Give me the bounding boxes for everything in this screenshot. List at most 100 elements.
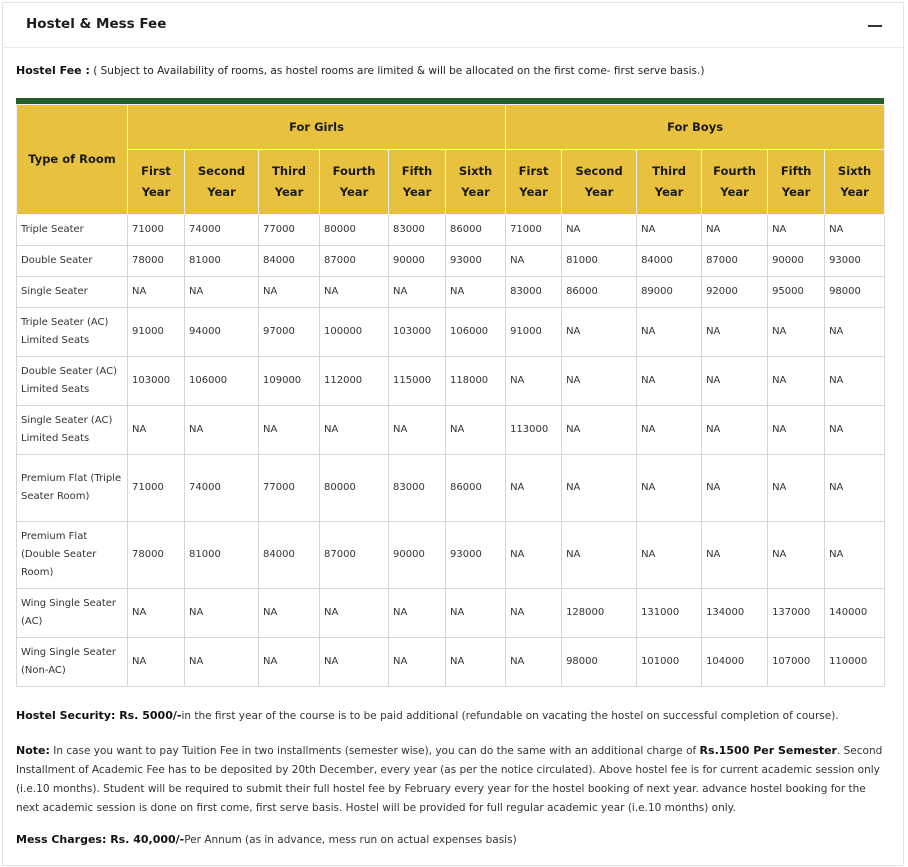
boys-fee-cell: 113000 — [505, 405, 563, 455]
boys-fee-cell: NA — [636, 307, 703, 357]
boys-fee-cell: NA — [561, 356, 638, 406]
boys-fee-cell: 83000 — [505, 276, 563, 308]
boys-fee-cell: 93000 — [824, 245, 886, 277]
boys-fee-cell: NA — [701, 307, 769, 357]
boys-fee-cell: NA — [701, 214, 769, 246]
year-word: Year — [402, 185, 432, 199]
boys-fee-cell: NA — [701, 454, 769, 522]
year-ordinal: First — [141, 164, 171, 178]
boys-fee-cell: 91000 — [505, 307, 563, 357]
table-row: Double Seater (AC) Limited Seats 103000 10… — [16, 356, 886, 406]
girls-fee-cell: 84000 — [258, 521, 320, 589]
boys-fee-cell: NA — [636, 214, 703, 246]
boys-fee-cell: 134000 — [701, 588, 769, 638]
panel-title: Hostel & Mess Fee — [26, 16, 167, 32]
girls-year-header: Fourth Year — [319, 149, 389, 215]
table-top-bar — [16, 98, 884, 104]
boys-fee-cell: NA — [767, 454, 826, 522]
girls-fee-cell: NA — [444, 276, 507, 308]
boys-fee-cell: 84000 — [636, 245, 703, 277]
year-ordinal: Third — [652, 164, 686, 178]
girls-fee-cell: 71000 — [127, 214, 185, 246]
girls-year-header: Third Year — [258, 149, 320, 215]
girls-fee-cell: 93000 — [444, 521, 507, 589]
girls-fee-cell: NA — [388, 637, 446, 687]
girls-fee-cell: NA — [388, 405, 446, 455]
year-word: Year — [584, 185, 614, 199]
table-row: Single Seater NA NA NA NA NA NA 83000 86000 89000… — [16, 276, 886, 308]
room-type-cell: Double Seater (AC) Limited Seats — [16, 356, 128, 406]
boys-fee-cell: NA — [767, 521, 826, 589]
boys-year-header: Fourth Year — [701, 149, 769, 215]
mess-charges-note: Mess Charges: Rs. 40,000/-Per Annum (as … — [16, 830, 886, 850]
table-row: Wing Single Seater (AC) NA NA NA NA NA NA NA 128… — [16, 588, 886, 638]
girls-fee-cell: NA — [388, 276, 446, 308]
girls-fee-cell: NA — [319, 588, 389, 638]
boys-fee-cell: NA — [505, 356, 563, 406]
girls-fee-cell: NA — [184, 405, 259, 455]
boys-fee-cell: 95000 — [767, 276, 826, 308]
boys-year-header: First Year — [505, 149, 563, 215]
girls-fee-cell: 71000 — [127, 454, 185, 522]
year-ordinal: Sixth — [837, 164, 872, 178]
boys-fee-cell: NA — [561, 307, 638, 357]
boys-fee-cell: NA — [767, 405, 826, 455]
table-row: Double Seater 78000 81000 84000 87000 90000 93… — [16, 245, 886, 277]
year-ordinal: First — [518, 164, 549, 178]
girls-fee-cell: 93000 — [444, 245, 507, 277]
girls-fee-cell: NA — [319, 637, 389, 687]
room-type-cell: Single Seater — [16, 276, 128, 308]
boys-fee-cell: NA — [561, 521, 638, 589]
girls-fee-cell: NA — [258, 276, 320, 308]
boys-year-header: Sixth Year — [824, 149, 886, 215]
mess-text: Per Annum (as in advance, mess run on ac… — [184, 834, 517, 846]
boys-fee-cell: NA — [561, 214, 638, 246]
room-type-cell: Double Seater — [16, 245, 128, 277]
table-row: Premium Flat (Triple Seater Room) 71000 74… — [16, 454, 886, 522]
girls-fee-cell: NA — [258, 637, 320, 687]
girls-fee-cell: 83000 — [388, 454, 446, 522]
girls-year-header: First Year — [127, 149, 185, 215]
boys-fee-cell: NA — [701, 521, 769, 589]
year-word: Year — [141, 185, 171, 199]
girls-fee-cell: NA — [444, 588, 507, 638]
collapse-icon[interactable] — [867, 17, 883, 33]
girls-fee-cell: 91000 — [127, 307, 185, 357]
boys-fee-cell: NA — [561, 454, 638, 522]
boys-fee-cell: 90000 — [767, 245, 826, 277]
boys-fee-cell: NA — [505, 521, 563, 589]
boys-fee-cell: 81000 — [561, 245, 638, 277]
year-word: Year — [274, 185, 304, 199]
boys-fee-cell: 87000 — [701, 245, 769, 277]
for-girls-header: For Girls — [126, 104, 507, 150]
girls-fee-cell: 78000 — [127, 245, 185, 277]
girls-fee-cell: 80000 — [319, 454, 389, 522]
boys-fee-cell: 98000 — [824, 276, 886, 308]
panel-header[interactable]: Hostel & Mess Fee — [3, 3, 903, 48]
year-ordinal: Fourth — [332, 164, 376, 178]
hostel-fee-table: Type of Room For Girls For Boys First Yea… — [16, 104, 886, 687]
girls-fee-cell: 77000 — [258, 214, 320, 246]
room-type-cell: Wing Single Seater (AC) — [16, 588, 128, 638]
installment-note: Note: In case you want to pay Tuition Fe… — [16, 741, 886, 818]
girls-fee-cell: 106000 — [444, 307, 507, 357]
note-text-a: In case you want to pay Tuition Fee in t… — [49, 745, 700, 757]
room-type-cell: Triple Seater — [16, 214, 128, 246]
boys-fee-cell: 98000 — [561, 637, 638, 687]
boys-fee-cell: NA — [824, 454, 886, 522]
boys-fee-cell: 140000 — [824, 588, 886, 638]
girls-year-header: Sixth Year — [444, 149, 507, 215]
boys-fee-cell: 92000 — [701, 276, 769, 308]
girls-fee-cell: 97000 — [258, 307, 320, 357]
girls-fee-cell: NA — [444, 637, 507, 687]
year-ordinal: Second — [575, 164, 623, 178]
girls-fee-cell: NA — [127, 405, 185, 455]
year-ordinal: Fourth — [713, 164, 756, 178]
girls-fee-cell: 81000 — [184, 245, 259, 277]
girls-fee-cell: NA — [444, 405, 507, 455]
year-word: Year — [461, 185, 490, 199]
girls-fee-cell: NA — [127, 276, 185, 308]
girls-fee-cell: 87000 — [319, 245, 389, 277]
girls-fee-cell: NA — [258, 405, 320, 455]
girls-fee-cell: 100000 — [319, 307, 389, 357]
